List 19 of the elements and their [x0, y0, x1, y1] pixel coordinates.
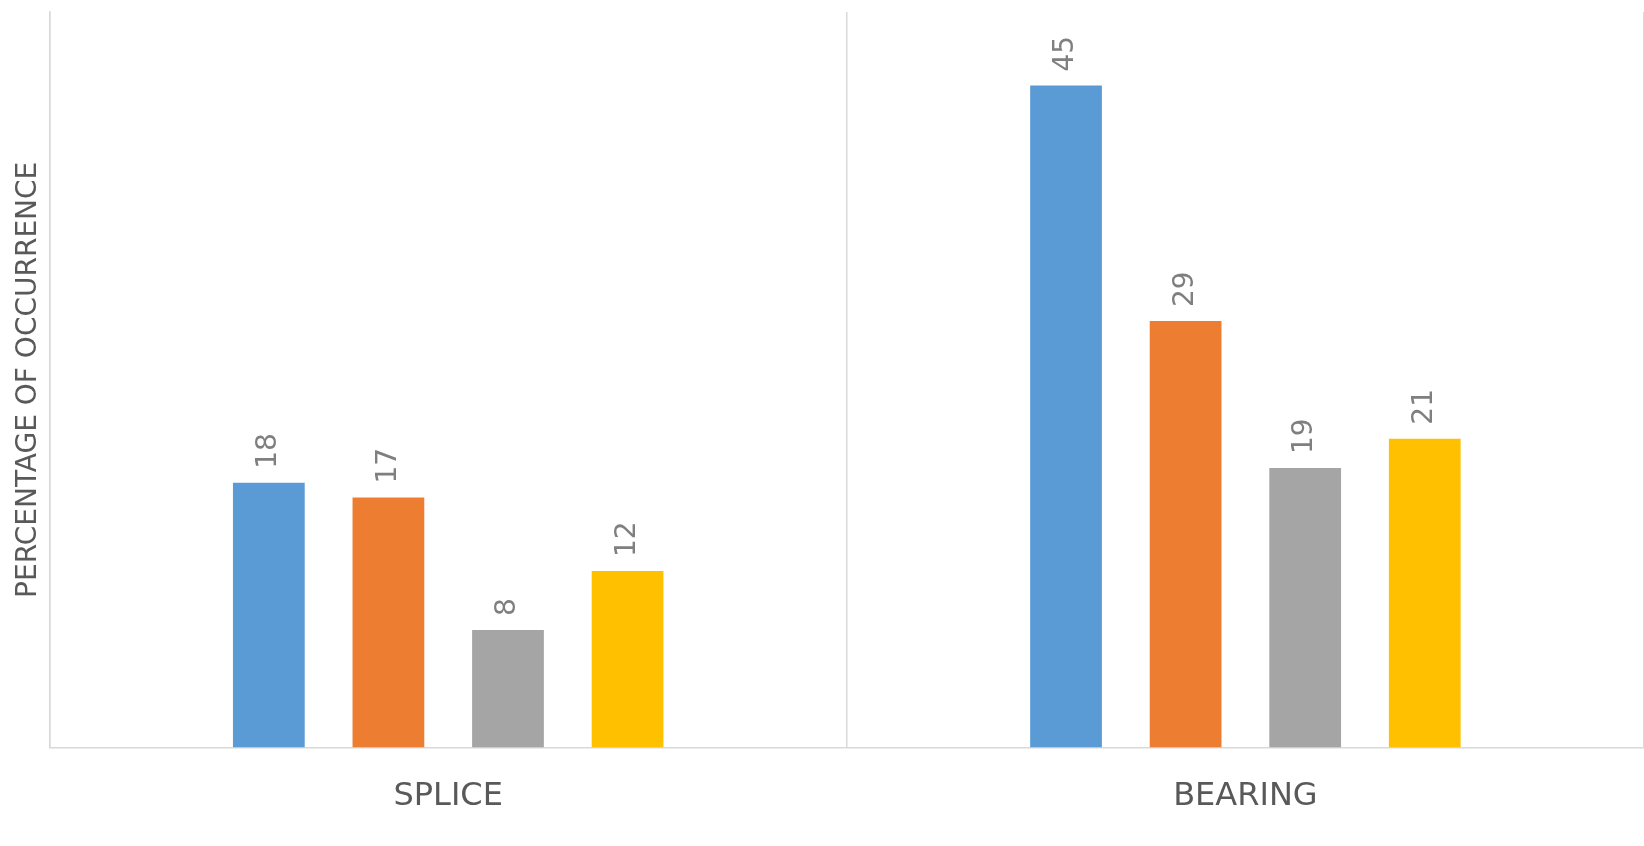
- bar: [472, 629, 544, 748]
- data-label: 19: [1286, 418, 1320, 455]
- bar: [1269, 468, 1342, 748]
- bar: [1388, 438, 1461, 748]
- data-label: 29: [1166, 271, 1200, 307]
- bar: [1149, 320, 1222, 748]
- data-label: 45: [1047, 35, 1081, 72]
- data-label: 12: [608, 521, 642, 558]
- x-tick-label: BEARING: [1173, 775, 1318, 814]
- data-label: 8: [489, 598, 523, 616]
- data-label: 17: [369, 447, 403, 484]
- data-label: 21: [1406, 389, 1440, 425]
- bar: [352, 497, 425, 748]
- bar: [1030, 85, 1102, 748]
- x-tick-label: SPLICE: [393, 775, 503, 814]
- bar: [591, 571, 664, 748]
- bar: [232, 482, 305, 748]
- y-axis-title: PERCENTAGE OF OCCURRENCE: [10, 161, 44, 598]
- data-label: 18: [250, 433, 284, 469]
